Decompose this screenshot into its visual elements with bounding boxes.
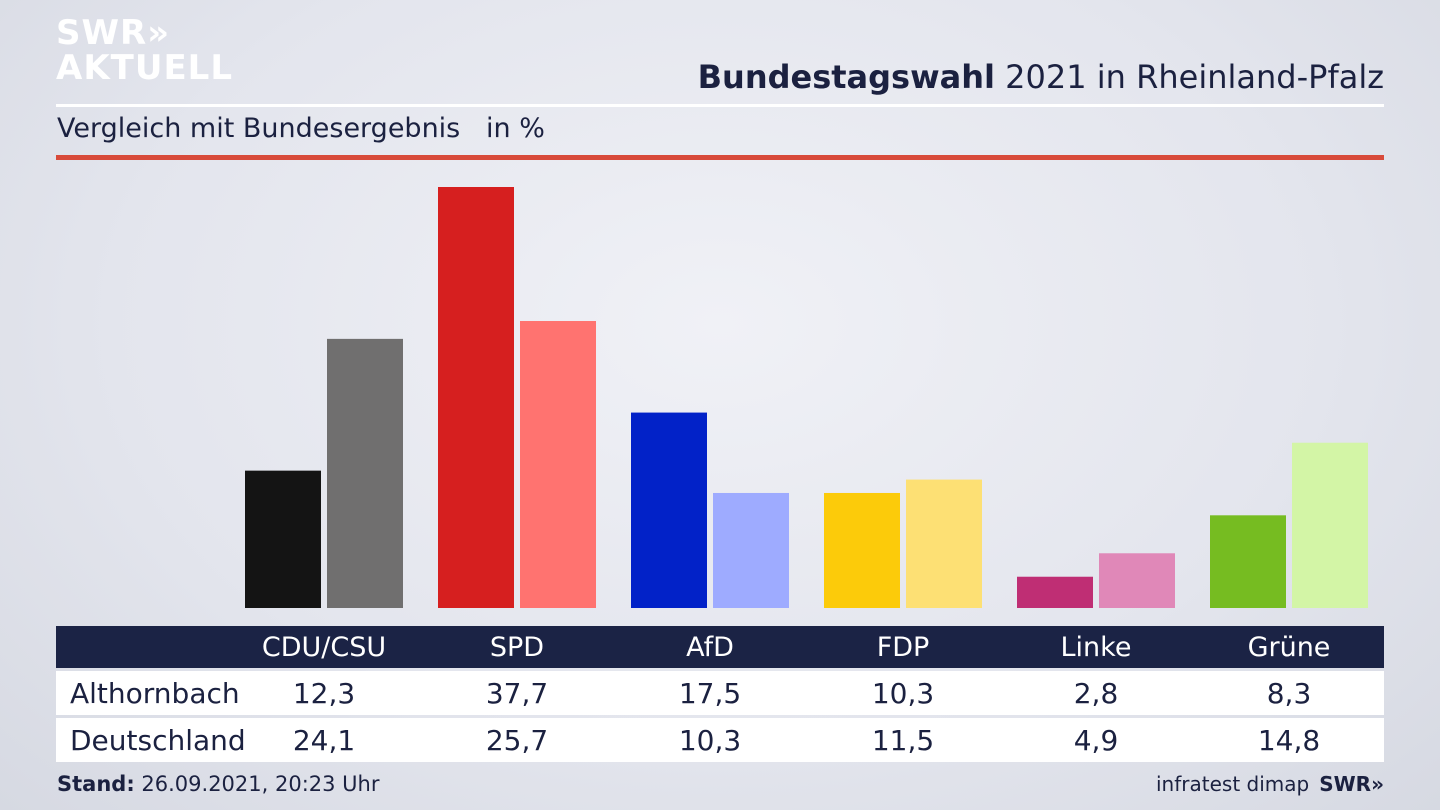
row-label: Althornbach [70, 676, 240, 710]
swr-aktuell-logo: SWR» AKTUELL [56, 16, 233, 85]
value-cell: 4,9 [1073, 723, 1119, 757]
bar-cdu-csu-althornbach [245, 470, 321, 608]
bar-cdu-csu-deutschland [327, 338, 403, 608]
title-bold: Bundestagswahl [697, 58, 995, 96]
logo-line-2: AKTUELL [56, 48, 234, 88]
value-cell: 17,5 [678, 676, 742, 710]
source-credit: infratest dimap SWR» [1156, 772, 1384, 796]
swr-brand: SWR» [1319, 772, 1384, 796]
value-cell: 12,3 [292, 676, 356, 710]
stand-value: 26.09.2021, 20:23 Uhr [134, 772, 380, 796]
stand-label: Stand: [57, 772, 135, 796]
subtitle-divider [56, 155, 1384, 160]
bar-gr-ne-althornbach [1210, 515, 1286, 608]
value-cell: 14,8 [1257, 723, 1321, 757]
row-label: Deutschland [70, 723, 246, 757]
title-rest: 2021 in Rheinland-Pfalz [995, 58, 1384, 96]
category-label: FDP [876, 631, 930, 663]
bar-afd-althornbach [631, 412, 707, 608]
bar-fdp-deutschland [906, 479, 982, 608]
header-divider [56, 104, 1384, 107]
table-row: Deutschland 24,1 25,7 10,3 11,5 4,9 14,8 [56, 718, 1384, 762]
table-row: Althornbach 12,3 37,7 17,5 10,3 2,8 8,3 [56, 671, 1384, 715]
value-cell: 10,3 [678, 723, 742, 757]
value-cell: 2,8 [1073, 676, 1119, 710]
bar-afd-deutschland [713, 492, 789, 608]
bar-gr-ne-deutschland [1292, 442, 1368, 608]
category-label: AfD [686, 631, 734, 663]
value-cell: 10,3 [871, 676, 935, 710]
source-text: infratest dimap [1156, 772, 1310, 796]
category-label: CDU/CSU [261, 631, 387, 663]
value-cell: 8,3 [1266, 676, 1312, 710]
chart-subtitle: Vergleich mit Bundesergebnis in % [57, 113, 545, 144]
value-cell: 25,7 [485, 723, 549, 757]
bar-linke-deutschland [1099, 553, 1175, 608]
bar-fdp-althornbach [824, 492, 900, 608]
bar-linke-althornbach [1017, 576, 1093, 608]
category-label: Grüne [1247, 631, 1331, 663]
category-label: SPD [489, 631, 545, 663]
table-header-row: CDU/CSU SPD AfD FDP Linke Grüne [56, 626, 1384, 668]
logo-line-1: SWR» [56, 13, 171, 53]
bar-spd-althornbach [438, 187, 514, 608]
results-table: CDU/CSU SPD AfD FDP Linke Grüne Althornbach 1… [56, 626, 1384, 762]
value-cell: 37,7 [485, 676, 549, 710]
value-cell: 24,1 [292, 723, 356, 757]
bar-spd-deutschland [520, 321, 596, 608]
value-cell: 11,5 [871, 723, 935, 757]
page-title: Bundestagswahl 2021 in Rheinland-Pfalz [698, 58, 1384, 96]
timestamp: Stand: 26.09.2021, 20:23 Uhr [57, 772, 380, 796]
category-label: Linke [1060, 631, 1132, 663]
